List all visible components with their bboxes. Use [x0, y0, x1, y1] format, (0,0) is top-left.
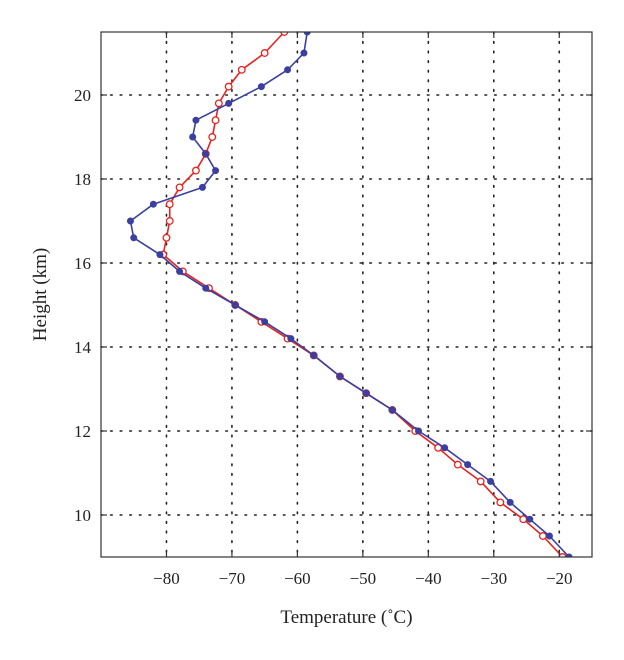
series-2-point: [287, 335, 295, 343]
y-tick-label: 12: [74, 422, 91, 441]
series-2-point: [149, 200, 157, 208]
x-tick-label: −50: [350, 569, 377, 588]
series-1-point: [165, 217, 174, 225]
series-2-point: [284, 66, 292, 74]
series-2-point: [202, 284, 210, 292]
x-tick-label: −20: [546, 569, 573, 588]
series-1-point: [191, 166, 200, 175]
ticks: −80 −70 −60 −50 −40 −30 −20 10 12 14 16 18 20: [74, 32, 592, 588]
series-2-point: [441, 444, 449, 452]
series-2: [126, 32, 573, 557]
series-2-point: [126, 217, 134, 225]
series-layer: [126, 32, 573, 557]
series-2-point: [225, 99, 233, 107]
series-2-point: [526, 515, 534, 523]
series-1-point: [208, 133, 217, 141]
series-2-point: [231, 301, 239, 309]
series-2-point: [336, 372, 344, 380]
series-1-point: [224, 82, 233, 91]
series-2-point: [202, 150, 210, 158]
x-tick-label: −60: [284, 569, 311, 588]
plot-frame: [100, 31, 593, 558]
series-2-point: [388, 406, 396, 414]
series-1-point: [476, 477, 485, 486]
series-2-point: [300, 49, 308, 57]
x-tick-label: −30: [481, 569, 508, 588]
x-tick-label: −80: [153, 569, 180, 588]
y-tick-label: 14: [74, 338, 92, 357]
series-2-point: [303, 32, 311, 36]
series-1-point: [211, 116, 220, 125]
series-2-line: [129, 32, 570, 557]
series-1-point: [453, 460, 462, 469]
x-axis-label: Temperature (˚C): [280, 607, 412, 628]
x-tick-label: −40: [415, 569, 442, 588]
series-2-point: [487, 477, 495, 485]
series-2-point: [176, 267, 184, 275]
series-2-point: [261, 318, 269, 326]
series-2-point: [545, 532, 553, 540]
series-2-point: [130, 234, 138, 242]
series-2-point: [257, 83, 265, 91]
series-2-point: [198, 183, 206, 191]
y-tick-label: 18: [74, 170, 91, 189]
series-1-point: [165, 200, 174, 209]
series-2-point: [212, 167, 220, 175]
series-1-point: [162, 233, 171, 242]
series-1-point: [175, 183, 184, 192]
series-1-point: [496, 498, 505, 507]
series-1-point: [519, 515, 528, 524]
y-axis-label: Height (km): [30, 248, 51, 341]
series-2-point: [415, 427, 423, 435]
series-2-point: [506, 498, 514, 506]
series-1-point: [538, 532, 547, 540]
series-2-point: [156, 251, 164, 259]
series-2-point: [310, 351, 318, 359]
series-2-point: [189, 133, 197, 141]
y-tick-label: 10: [74, 506, 91, 525]
y-tick-label: 20: [74, 86, 91, 105]
series-1-point: [237, 65, 246, 74]
series-1-point: [260, 49, 269, 57]
x-tick-label: −70: [219, 569, 246, 588]
grid: [100, 31, 593, 558]
series-1-point: [558, 553, 567, 557]
series-2-point: [362, 389, 370, 397]
series-2-point: [565, 553, 573, 557]
y-tick-label: 16: [74, 254, 91, 273]
series-1-point: [214, 99, 223, 108]
series-2-point: [464, 461, 472, 469]
series-2-point: [192, 116, 200, 124]
